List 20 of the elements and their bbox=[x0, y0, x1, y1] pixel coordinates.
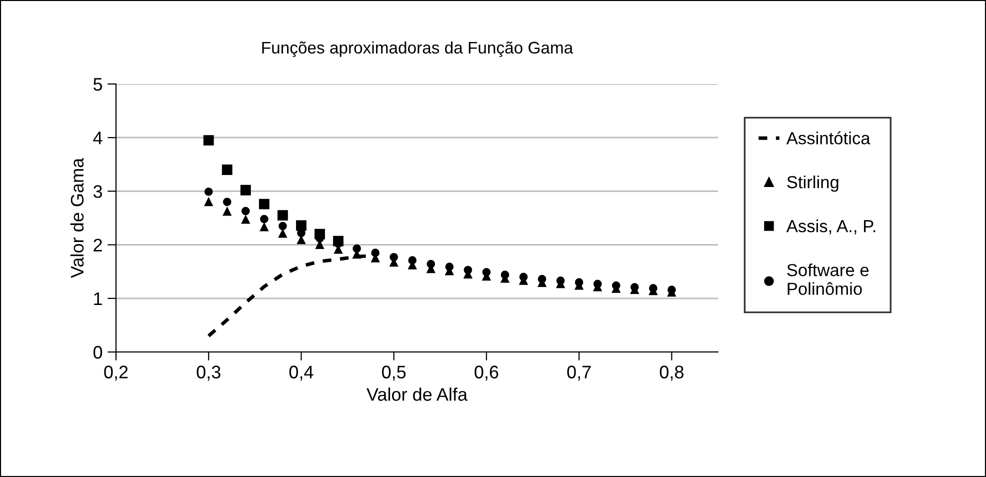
chart-title: Funções aproximadoras da Função Gama bbox=[262, 41, 574, 57]
y-axis-title: Valor de Gama bbox=[70, 158, 84, 278]
x-tick-label: 0,6 bbox=[474, 366, 498, 381]
legend-label: Assintótica bbox=[786, 131, 870, 144]
x-tick-label: 0,7 bbox=[567, 366, 591, 381]
x-tick-label: 0,2 bbox=[104, 366, 128, 381]
x-axis-title: Valor de Alfa bbox=[366, 388, 468, 401]
y-tick-label: 0 bbox=[93, 346, 102, 359]
x-tick-label: 0,4 bbox=[289, 366, 314, 381]
y-tick-label: 5 bbox=[93, 78, 102, 91]
y-tick-label: 3 bbox=[93, 185, 102, 198]
x-tick-label: 0,5 bbox=[382, 366, 406, 381]
legend-label: Software e Polinômio bbox=[787, 264, 869, 295]
y-tick-label: 1 bbox=[94, 292, 102, 305]
legend-label: Stirling bbox=[787, 176, 838, 192]
x-tick-label: 0,8 bbox=[660, 366, 684, 381]
legend-label: Assis, A., P. bbox=[786, 220, 876, 234]
y-tick-label: 4 bbox=[93, 132, 102, 144]
y-tick-label: 2 bbox=[94, 238, 102, 252]
x-tick-label: 0,3 bbox=[196, 366, 220, 381]
